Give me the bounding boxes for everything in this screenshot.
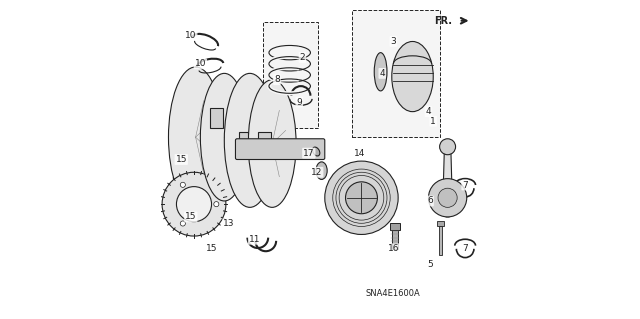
Circle shape [214,202,219,207]
Ellipse shape [374,53,387,91]
FancyBboxPatch shape [236,139,324,160]
Ellipse shape [200,73,248,201]
Text: 15: 15 [206,244,218,253]
Text: 12: 12 [311,168,323,177]
Text: 2: 2 [300,53,305,62]
Polygon shape [443,140,452,217]
Bar [210,108,223,128]
Text: 15: 15 [185,212,196,221]
Ellipse shape [248,80,296,207]
Text: 4: 4 [380,69,385,78]
Circle shape [438,188,457,207]
Text: 8: 8 [274,75,280,84]
Text: 1: 1 [430,117,436,126]
Text: 16: 16 [388,244,399,253]
Bar [390,223,400,230]
Text: 3: 3 [390,37,396,46]
Ellipse shape [316,162,327,179]
Bar [438,226,442,255]
Text: FR.: FR. [435,16,452,26]
FancyBboxPatch shape [352,10,440,137]
Text: 10: 10 [195,59,206,68]
Text: 7: 7 [462,181,468,189]
Ellipse shape [392,41,433,112]
Text: 15: 15 [175,155,187,164]
Circle shape [177,187,212,222]
Text: 14: 14 [354,149,365,158]
Text: 5: 5 [427,260,433,269]
Circle shape [346,182,378,214]
Bar [239,132,248,148]
Text: 10: 10 [185,31,196,40]
Bar [258,132,271,148]
Text: 17: 17 [303,149,315,158]
Text: 7: 7 [462,244,468,253]
Ellipse shape [168,67,223,207]
Text: 13: 13 [223,219,235,228]
Text: 9: 9 [296,98,302,107]
Circle shape [440,139,456,155]
Bar [436,221,444,226]
Ellipse shape [224,73,275,207]
FancyBboxPatch shape [262,22,319,128]
Bar [392,230,398,249]
Text: 4: 4 [426,107,431,116]
Circle shape [428,179,467,217]
Circle shape [180,182,186,187]
Circle shape [162,172,226,236]
Text: 11: 11 [249,235,260,244]
Text: SNA4E1600A: SNA4E1600A [366,289,420,298]
Circle shape [180,221,186,226]
Ellipse shape [312,147,320,156]
Circle shape [324,161,398,234]
Text: 6: 6 [427,197,433,205]
